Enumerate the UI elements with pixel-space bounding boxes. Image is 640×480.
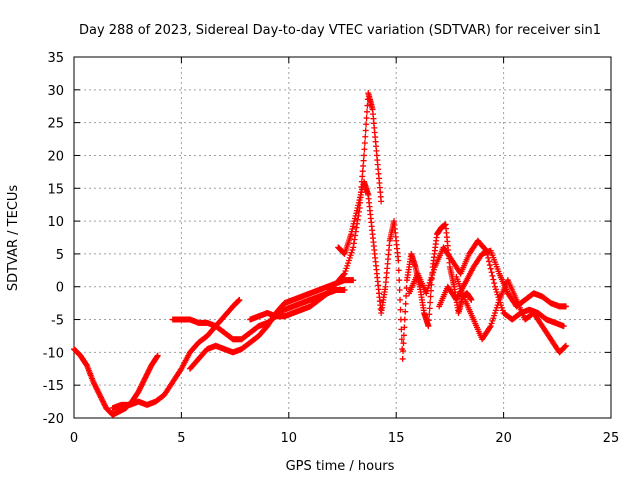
data-point — [486, 262, 493, 269]
y-tick-label: 20 — [47, 149, 64, 164]
y-tick-label: 0 — [56, 281, 64, 296]
series-pass-8 — [436, 247, 569, 310]
data-point — [425, 317, 432, 324]
data-point — [362, 133, 369, 140]
data-point — [360, 162, 367, 169]
data-point — [363, 115, 370, 122]
data-point — [397, 306, 404, 313]
y-tick-label: 5 — [56, 248, 64, 263]
x-tick-label: 10 — [281, 431, 298, 446]
data-point — [426, 311, 433, 318]
x-tick-label: 25 — [603, 431, 620, 446]
data-point — [400, 340, 407, 347]
data-point — [402, 308, 409, 315]
y-tick-label: -5 — [51, 314, 64, 329]
data-point — [491, 280, 498, 287]
data-point — [425, 323, 432, 330]
series-pass-2 — [109, 296, 243, 412]
y-tick-label: 35 — [47, 51, 64, 66]
data-point — [401, 316, 408, 323]
data-point — [398, 326, 405, 333]
data-point — [236, 296, 243, 303]
x-tick-label: 20 — [495, 431, 512, 446]
series-pass-6 — [335, 178, 475, 362]
data-point — [361, 139, 368, 146]
y-tick-label: 25 — [47, 117, 64, 132]
data-point — [363, 108, 370, 115]
data-point — [488, 269, 495, 276]
x-tick-label: 15 — [388, 431, 405, 446]
data-point — [362, 127, 369, 134]
y-tick-label: -15 — [43, 379, 64, 394]
data-point — [364, 102, 371, 109]
plot-frame — [73, 56, 612, 419]
x-tick-label: 0 — [70, 431, 78, 446]
y-axis-label: SDTVAR / TECUs — [6, 185, 21, 292]
data-point — [360, 152, 367, 159]
data-point — [468, 296, 475, 303]
x-axis-label: GPS time / hours — [286, 459, 395, 474]
x-tick-labels: 0 5 10 15 20 25 — [70, 431, 619, 446]
y-tick-label: 15 — [47, 182, 64, 197]
data-point — [361, 146, 368, 153]
axis-ticks — [73, 56, 612, 419]
data-point — [562, 342, 569, 349]
series-pass-9 — [453, 273, 569, 356]
data-point — [427, 293, 434, 300]
data-point — [360, 157, 367, 164]
data-point — [350, 277, 357, 284]
y-tick-label: 10 — [47, 215, 64, 230]
series-pass-3 — [169, 287, 348, 343]
data-point — [560, 323, 567, 330]
data-point — [400, 348, 407, 355]
data-point — [395, 257, 402, 264]
data-point — [485, 258, 492, 265]
x-tick-label: 5 — [177, 431, 185, 446]
chart-title: Day 288 of 2023, Sidereal Day-to-day VTE… — [79, 23, 601, 38]
data-point — [562, 303, 569, 310]
data-point — [341, 287, 348, 294]
data-point — [396, 287, 403, 294]
data-point — [402, 300, 409, 307]
data-point — [399, 355, 406, 362]
data-point — [486, 324, 493, 331]
y-tick-label: 30 — [47, 84, 64, 99]
y-tick-label: -10 — [43, 346, 64, 361]
series-pass-5 — [247, 90, 385, 323]
data-markers — [71, 90, 569, 418]
data-point — [401, 324, 408, 331]
data-point — [400, 332, 407, 339]
series-pass-1 — [71, 346, 161, 418]
data-point — [397, 296, 404, 303]
data-point — [403, 285, 410, 292]
data-point — [396, 277, 403, 284]
data-point — [426, 305, 433, 312]
y-tick-labels: -20 -15 -10 -5 0 5 10 15 20 25 30 35 — [43, 51, 64, 427]
data-point — [359, 168, 366, 175]
data-point — [485, 254, 492, 261]
data-point — [489, 272, 496, 279]
data-point — [154, 352, 161, 359]
data-point — [490, 276, 497, 283]
data-point — [340, 271, 347, 278]
data-point — [363, 121, 370, 128]
data-point — [395, 267, 402, 274]
data-point — [398, 336, 405, 343]
y-tick-label: -20 — [43, 412, 64, 427]
data-point — [487, 265, 494, 272]
data-point — [403, 292, 410, 299]
data-point — [427, 299, 434, 306]
data-point — [378, 198, 385, 205]
data-point — [359, 173, 366, 180]
